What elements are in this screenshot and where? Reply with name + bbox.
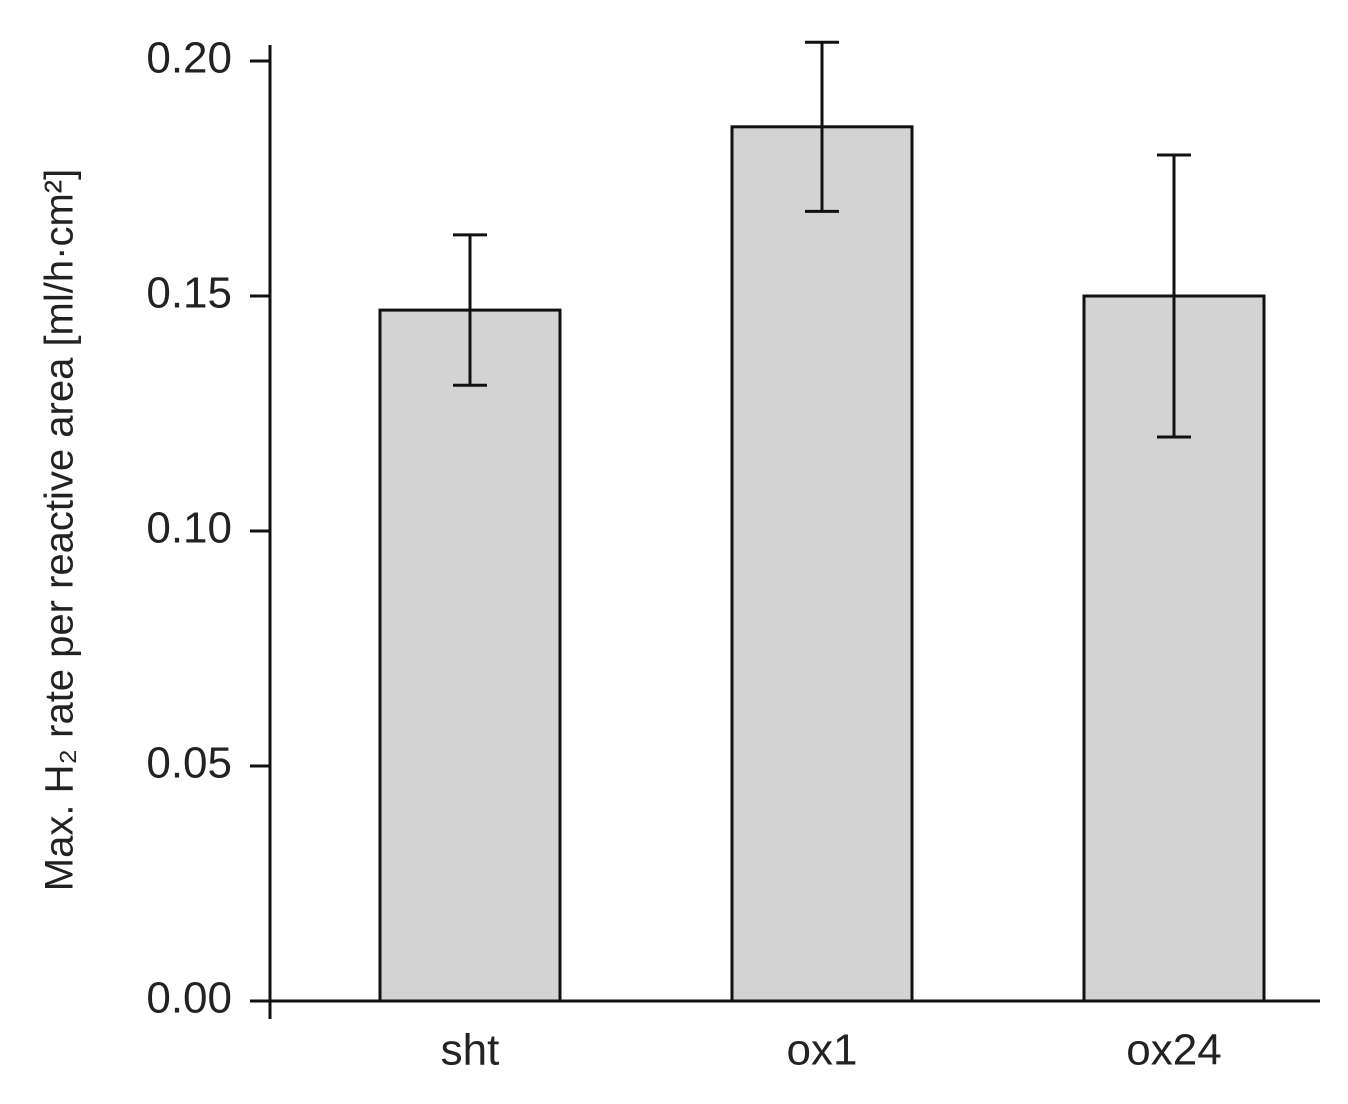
x-tick-label: ox24	[1126, 1026, 1221, 1075]
bar	[378, 308, 562, 1003]
y-tick-label: 0.05	[146, 739, 232, 788]
y-tick-label: 0.10	[146, 504, 232, 553]
y-axis-label: Max. H₂ rate per reactive area [ml/h·cm²…	[38, 169, 82, 891]
y-tick-label: 0.15	[146, 269, 232, 318]
x-tick-label: ox1	[787, 1026, 858, 1075]
y-tick-label: 0.20	[146, 34, 232, 83]
y-tick-label: 0.00	[146, 974, 232, 1023]
x-tick-label: sht	[441, 1026, 500, 1075]
bar	[730, 125, 914, 1003]
